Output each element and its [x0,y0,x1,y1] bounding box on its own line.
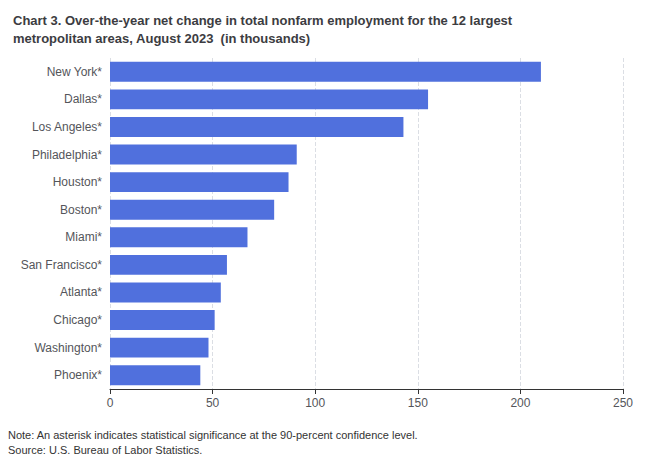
svg-text:Miami*: Miami* [65,230,102,244]
svg-text:0: 0 [107,396,114,410]
svg-text:Houston*: Houston* [53,175,103,189]
svg-text:150: 150 [408,396,428,410]
svg-text:Washington*: Washington* [34,341,102,355]
svg-text:250: 250 [613,396,633,410]
svg-text:Dallas*: Dallas* [64,92,102,106]
svg-text:Source: U.S. Bureau of Labor S: Source: U.S. Bureau of Labor Statistics. [8,444,202,456]
svg-text:Atlanta*: Atlanta* [60,285,102,299]
svg-text:Phoenix*: Phoenix* [54,368,102,382]
svg-text:Los Angeles*: Los Angeles* [32,120,102,134]
svg-text:Chart 3. Over-the-year net cha: Chart 3. Over-the-year net change in tot… [13,13,513,28]
svg-text:100: 100 [305,396,325,410]
svg-text:San Francisco*: San Francisco* [21,258,103,272]
svg-text:50: 50 [206,396,220,410]
svg-text:Philadelphia*: Philadelphia* [32,148,102,162]
svg-text:Note: An asterisk indicates st: Note: An asterisk indicates statistical … [8,429,418,441]
svg-text:200: 200 [510,396,530,410]
svg-text:New York*: New York* [47,65,103,79]
svg-text:Chicago*: Chicago* [53,313,102,327]
svg-text:metropolitan areas, August 202: metropolitan areas, August 2023 (in thou… [13,31,310,46]
svg-text:Boston*: Boston* [60,203,102,217]
